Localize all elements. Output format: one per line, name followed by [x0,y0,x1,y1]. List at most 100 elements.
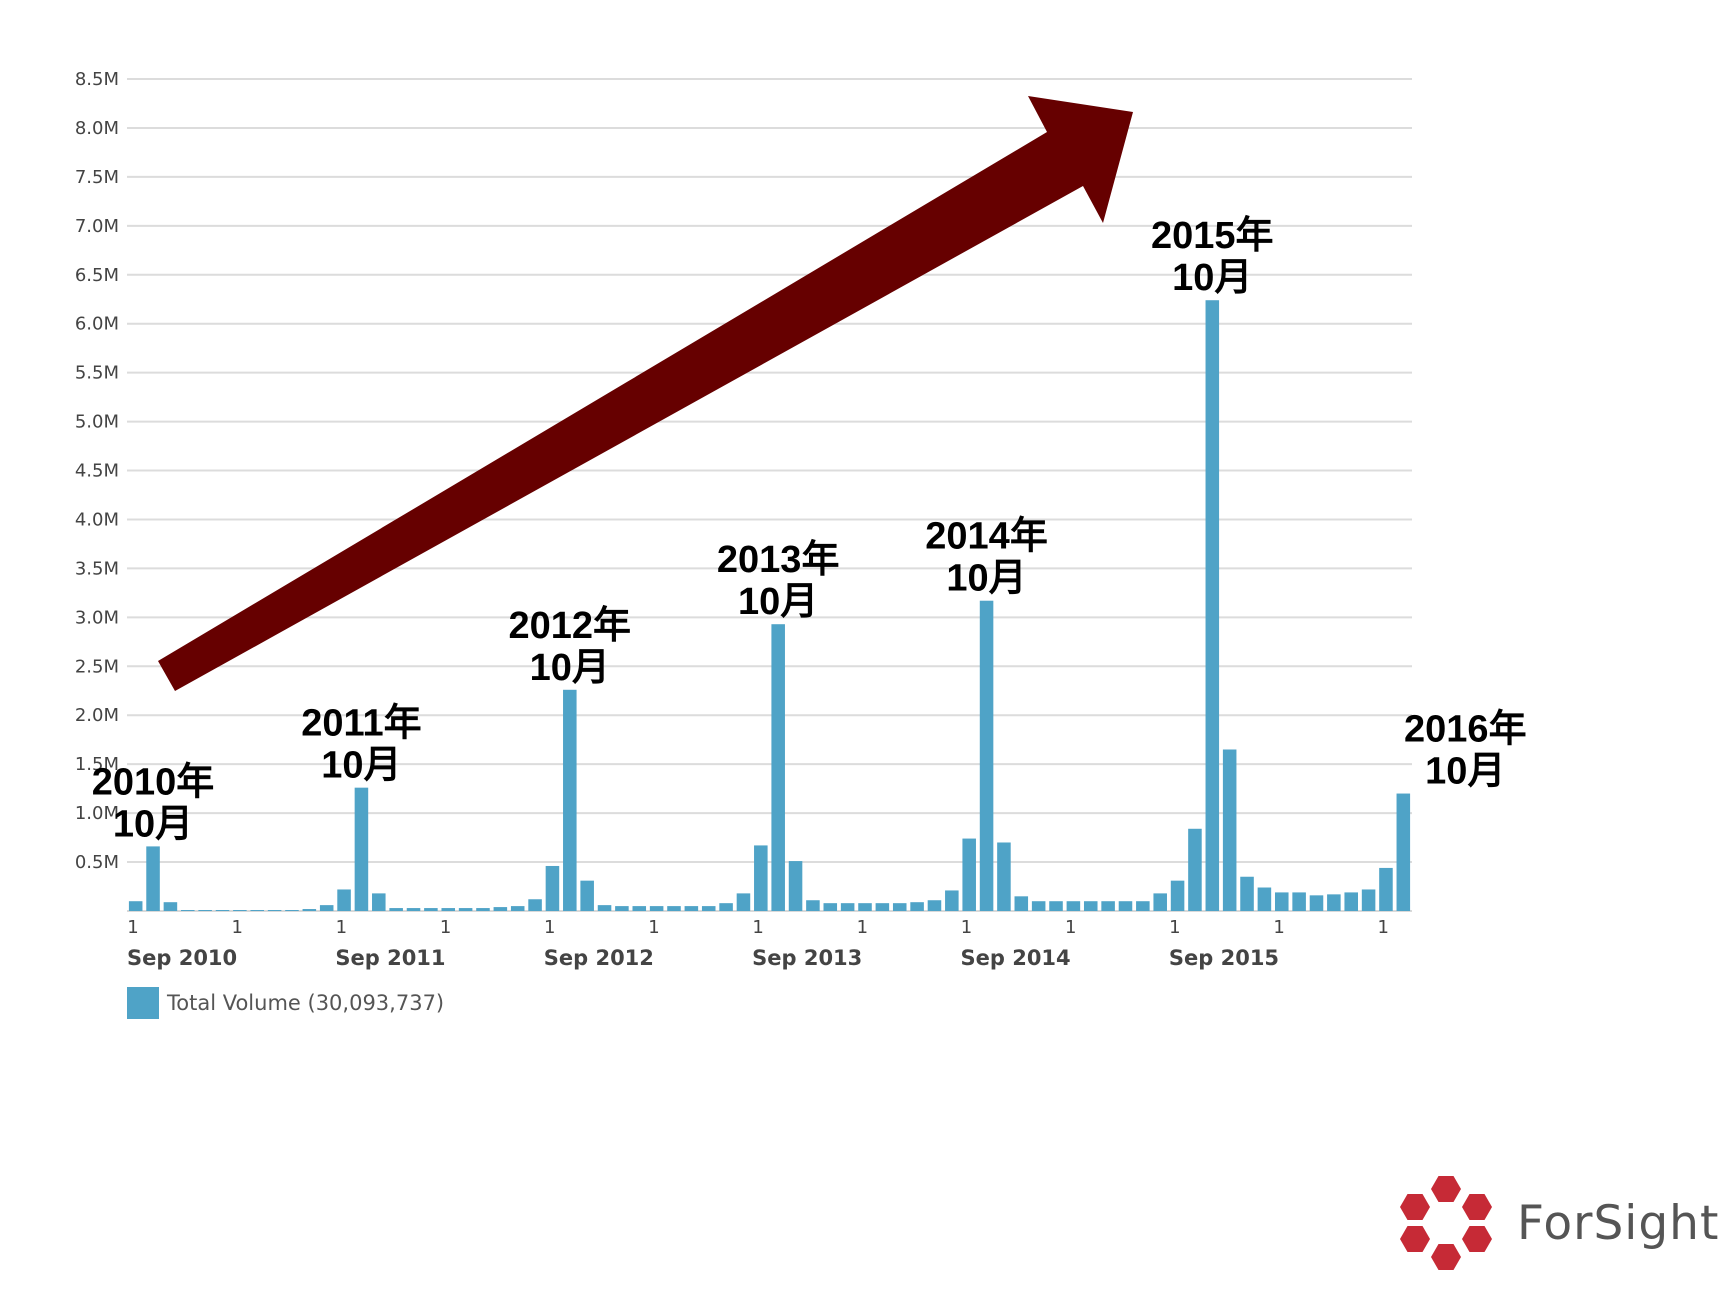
bar [719,903,733,911]
annotation-month: 10月 [321,745,401,787]
bar [198,910,212,911]
bar [1170,880,1185,911]
bar [1083,901,1098,911]
bar [406,908,421,911]
logo-hexagon [1431,1176,1461,1202]
x-year-label: Sep 2014 [961,946,1071,970]
bar [1188,828,1202,911]
bar [250,910,265,911]
annotation-year: 2011年 [301,703,421,745]
bar [858,903,872,911]
bar [962,838,976,911]
bar [302,909,317,911]
annotations: 2010年10月2011年10月2012年10月2013年10月2014年10月… [92,215,1527,845]
x-tick-label: 1 [127,917,138,938]
bar [354,787,369,911]
bar [441,908,456,911]
bar [840,903,855,911]
y-tick-label: 3.0M [75,607,119,628]
bar [163,902,178,911]
bar [1240,876,1254,911]
x-tick-label: 1 [961,917,972,938]
bar [1274,892,1289,911]
bar [736,893,751,911]
bar [1066,901,1081,911]
bar [545,865,560,911]
bar [267,910,282,911]
x-tick-label: 1 [857,917,868,938]
bar [997,842,1011,911]
annotation-month: 10月 [1172,257,1252,299]
y-tick-label: 2.0M [75,705,119,726]
logo-hexagon [1462,1194,1492,1220]
bar [1361,889,1376,911]
bar [649,906,664,911]
x-year-label: Sep 2010 [127,946,237,970]
bar [684,906,699,911]
bar [319,905,334,911]
x-tick-label: 1 [1378,917,1389,938]
bar [510,906,525,911]
x-tick-label: 1 [1273,917,1284,938]
annotation-year: 2010年 [92,761,215,803]
x-tick-label: 1 [440,917,451,938]
annotation-year: 2014年 [925,516,1048,558]
bar [979,600,994,911]
brand-logo: ForSight [1395,1175,1719,1271]
bar [667,906,681,911]
x-tick-label: 1 [1169,917,1180,938]
y-tick-label: 6.0M [75,314,119,335]
bar [1118,901,1133,911]
bar [493,907,508,911]
bar [1101,901,1115,911]
y-axis-ticks: 0.5M 1.0M 1.5M 2.0M 2.5M 3.0M 3.5M 4.0M 4.5M 5.0M… [75,69,119,873]
bar [1257,887,1272,911]
y-tick-label: 7.0M [75,216,119,237]
bar [285,910,299,911]
annotation-month: 10月 [1425,751,1505,793]
bar [927,900,942,911]
logo-hexagon [1400,1194,1430,1220]
bar [1153,893,1167,911]
bar [875,903,890,911]
bar [806,900,820,911]
bar [337,889,351,911]
bar [1222,749,1237,911]
bar [632,906,647,911]
bar [1014,896,1029,911]
y-tick-label: 8.5M [75,69,119,90]
bar [910,902,924,911]
bar [1327,894,1341,911]
x-tick-label: 1 [231,917,242,938]
bar [788,861,803,911]
bar [424,908,438,911]
logo-hexagon [1462,1226,1492,1252]
legend[interactable]: Total Volume (30,093,737) [127,987,444,1019]
bar [181,910,195,911]
y-tick-label: 1.5M [75,754,119,775]
y-tick-label: 7.5M [75,167,119,188]
bar [128,901,143,911]
bar [1205,300,1220,911]
legend-swatch [127,987,159,1019]
y-tick-label: 5.0M [75,412,119,433]
bar [701,906,716,911]
bar [1031,901,1046,911]
x-tick-label: 1 [648,917,659,938]
bar [1292,892,1306,911]
annotation-month: 10月 [946,558,1026,600]
y-tick-label: 2.5M [75,656,119,677]
bar [563,689,577,911]
bar [823,903,838,911]
x-tick-label: 1 [1065,917,1076,938]
annotation-year: 2015年 [1151,215,1274,257]
bar [372,893,386,911]
bar [1136,901,1150,911]
x-year-label: Sep 2012 [544,946,654,970]
x-tick-label: 1 [336,917,347,938]
y-tick-label: 8.0M [75,118,119,139]
x-tick-label: 1 [752,917,763,938]
gridlines [127,78,1412,912]
bar [754,845,768,911]
